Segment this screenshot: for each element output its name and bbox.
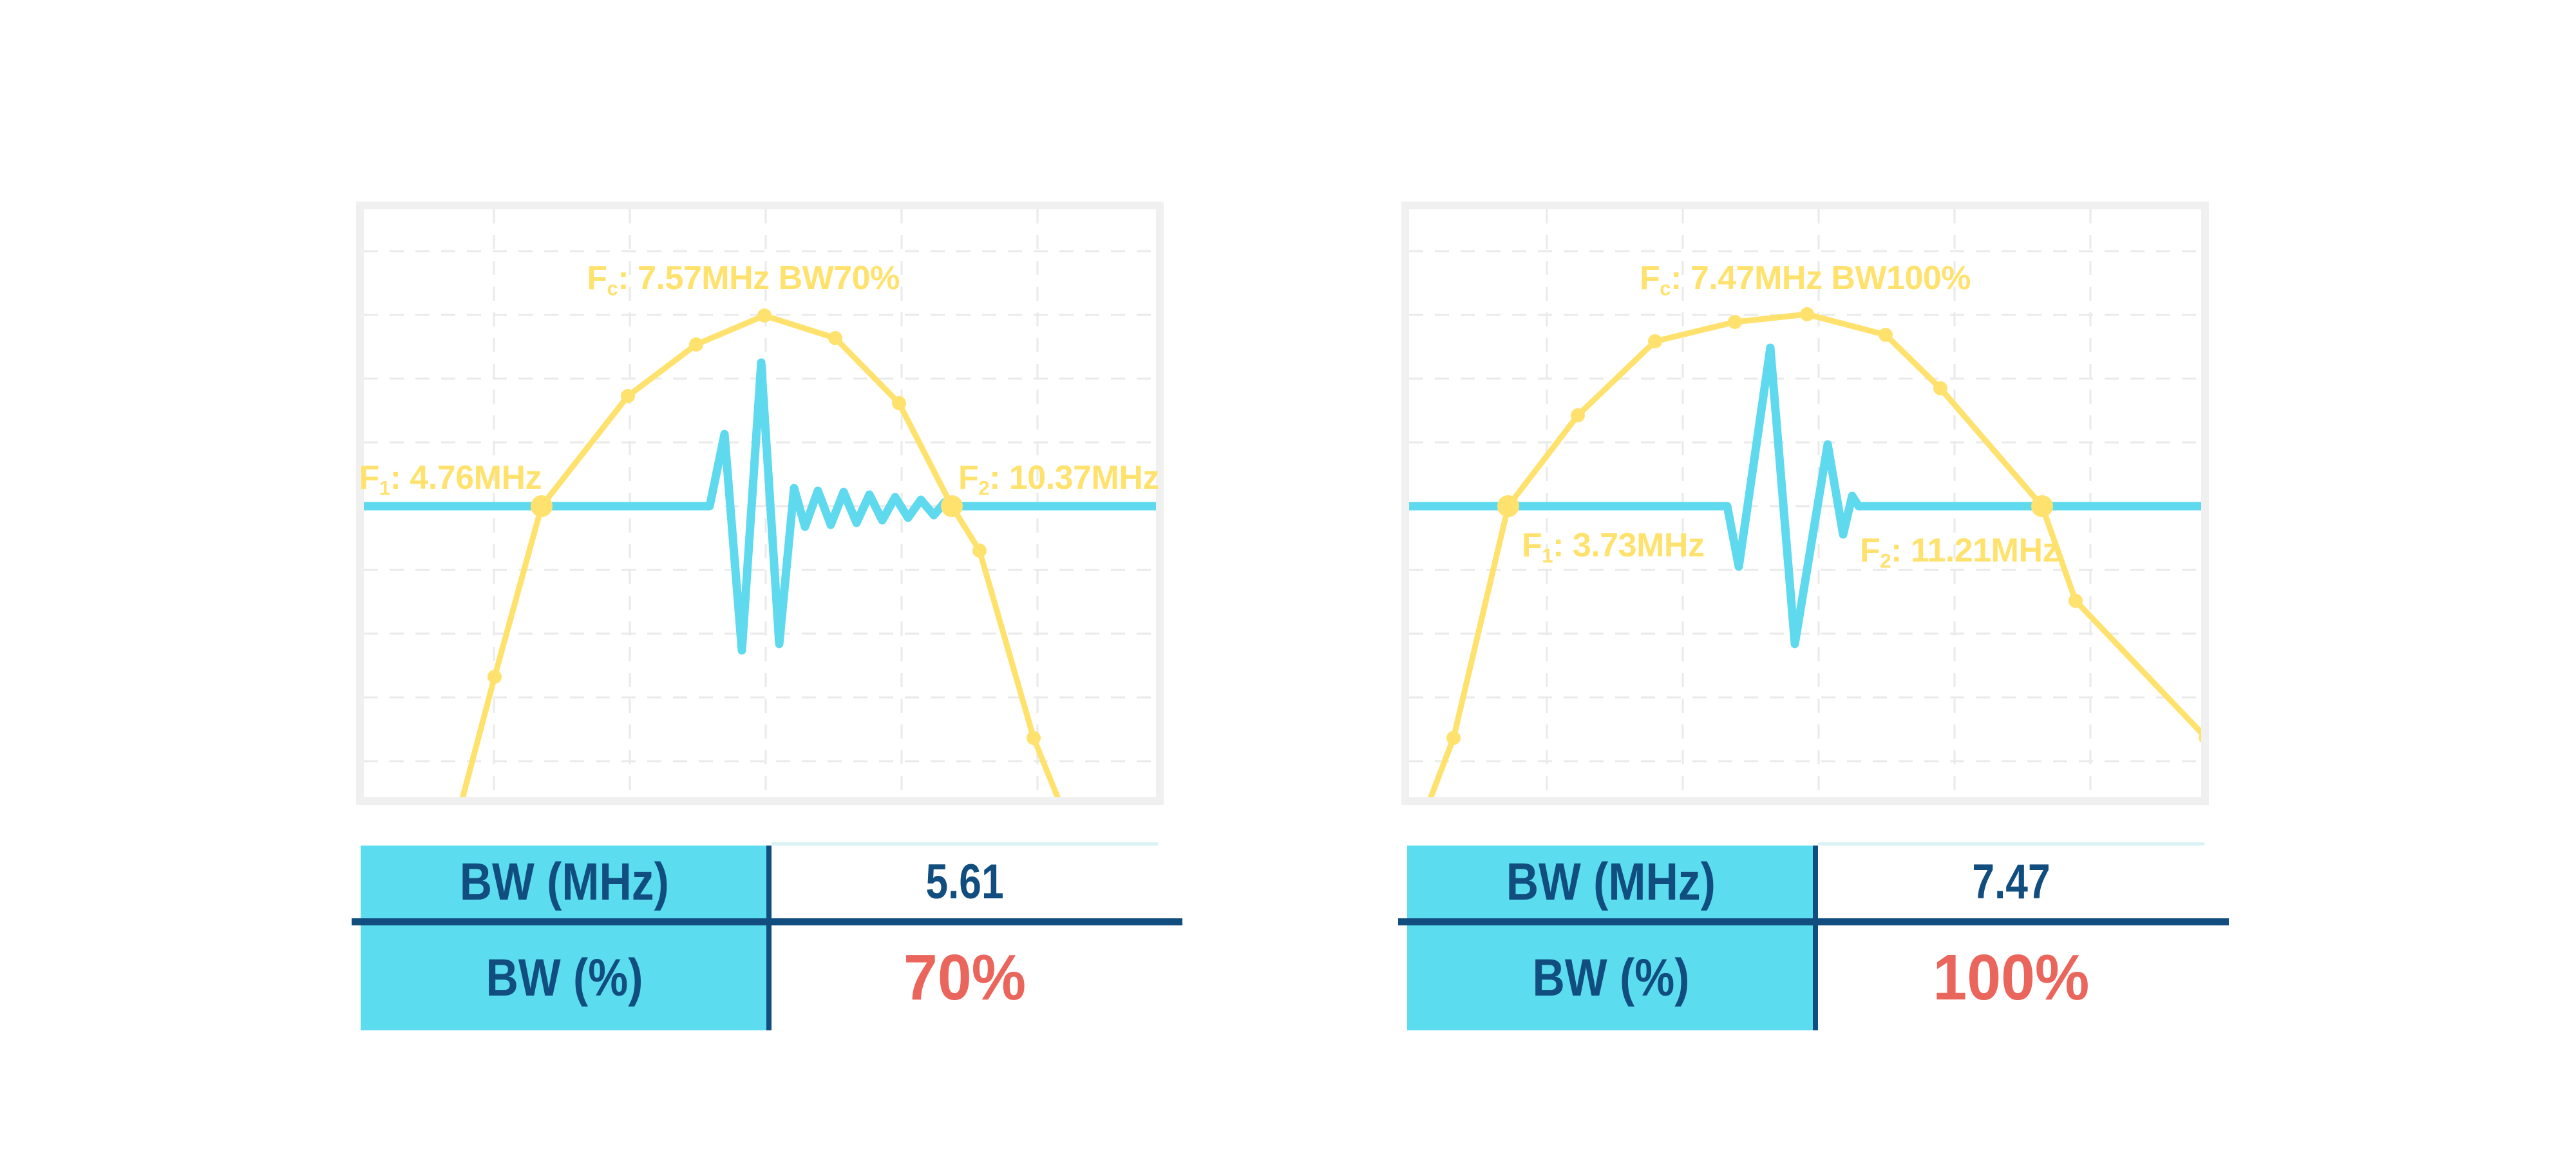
annotation-text: F (587, 260, 607, 297)
annotation-subscript: 1 (1542, 544, 1553, 567)
annotation-subscript: 2 (978, 477, 990, 500)
annotation-text: : 7.57MHz BW70% (618, 260, 900, 297)
cell-text: BW (MHz) (1506, 852, 1716, 911)
plot-svg-right (1401, 202, 2209, 805)
annotation-text: F (958, 459, 979, 497)
annotation-f2-left: F2: 10.37MHz (958, 460, 1159, 499)
annotation-subscript: c (607, 277, 618, 300)
annotation-text: : 4.76MHz (390, 459, 542, 497)
annotation-fc-left: Fc: 7.57MHz BW70% (587, 261, 900, 299)
annotation-f2-right: F2: 11.21MHz (1860, 532, 2060, 572)
table-cell-bw-mhz-label: BW (MHz) (1407, 846, 1814, 918)
annotation-text: F (1522, 527, 1542, 564)
table-cell-bw-mhz-value: 7.47 (1818, 846, 2204, 918)
table-cell-bw-pct-value: 100% (1818, 925, 2204, 1030)
table-column-divider (766, 846, 772, 1030)
annotation-text: F (359, 459, 380, 497)
annotation-subscript: 2 (1880, 549, 1891, 572)
table-header-column (361, 846, 768, 1030)
table-cell-bw-pct-value: 70% (772, 925, 1158, 1030)
annotation-f1-right: F1: 3.73MHz (1522, 527, 1705, 567)
cell-text: 100% (1933, 941, 2090, 1014)
cell-text: BW (%) (1532, 948, 1689, 1007)
table-cell-bw-pct-label: BW (%) (361, 925, 768, 1030)
annotation-text: F (1860, 532, 1880, 569)
annotation-fc-right: Fc: 7.47MHz BW100% (1640, 261, 1971, 299)
cell-text: 70% (903, 941, 1027, 1014)
table-header-column (1407, 846, 1814, 1030)
bandwidth-table-right: BW (MHz) 7.47 BW (%) 100% (1398, 837, 2235, 1038)
cell-text: BW (MHz) (459, 852, 669, 911)
table-cell-bw-mhz-label: BW (MHz) (361, 846, 768, 918)
table-column-divider (1813, 846, 1818, 1030)
cell-text: 7.47 (1972, 855, 2050, 909)
annotation-text: : 11.21MHz (1891, 532, 2060, 569)
plot-panel-right: Fc: 7.47MHz BW100% F1: 3.73MHz F2: 11.21… (1401, 202, 2209, 805)
annotation-text: : 7.47MHz BW100% (1671, 260, 1971, 297)
table-top-rule (772, 842, 1158, 846)
table-top-rule (1818, 842, 2204, 846)
plot-panel-left: Fc: 7.57MHz BW70% F1: 4.76MHz F2: 10.37M… (356, 202, 1164, 805)
annotation-text: F (1639, 260, 1660, 297)
plot-svg-left (356, 202, 1164, 805)
annotation-f1-left: F1: 4.76MHz (359, 460, 542, 499)
cell-text: 5.61 (925, 855, 1004, 909)
table-cell-bw-mhz-value: 5.61 (772, 846, 1158, 918)
annotation-subscript: 1 (379, 477, 390, 500)
annotation-text: : 3.73MHz (1553, 527, 1705, 564)
cell-text: BW (%) (486, 948, 643, 1007)
annotation-text: : 10.37MHz (989, 459, 1159, 497)
bandwidth-table-left: BW (MHz) 5.61 BW (%) 70% (352, 837, 1189, 1038)
annotation-subscript: c (1660, 277, 1671, 300)
table-cell-bw-pct-label: BW (%) (1407, 925, 1814, 1030)
